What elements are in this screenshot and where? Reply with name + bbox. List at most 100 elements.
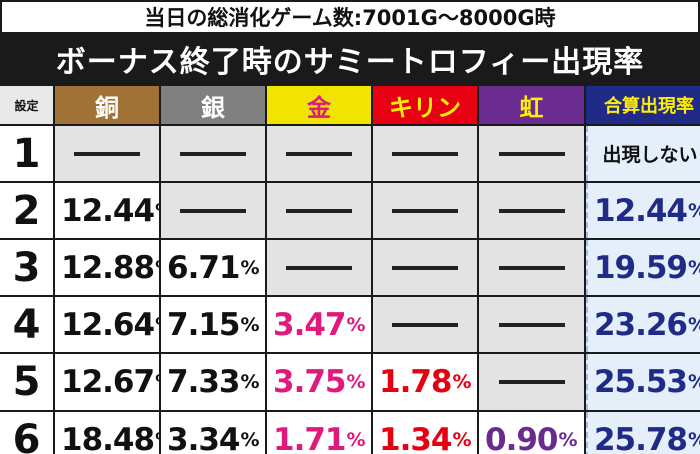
dash-line <box>498 265 565 270</box>
percent-unit: % <box>558 429 578 451</box>
percent-unit: % <box>155 200 159 222</box>
setting-label: 1 <box>0 126 53 181</box>
dash-line <box>74 151 140 156</box>
dash-line <box>392 265 458 270</box>
percent-unit: % <box>155 429 159 451</box>
kirin-empty-dash <box>373 126 477 181</box>
rainbow-empty-dash <box>479 297 584 352</box>
dash-line <box>392 151 458 156</box>
total-rate-cell: 23.26% <box>586 297 700 352</box>
copper-rate-cell: 12.44% <box>55 183 159 238</box>
silver-rate-cell: 7.15% <box>161 297 265 352</box>
percent-unit: % <box>155 257 159 279</box>
gold-rate-value: 3.75 <box>273 364 346 400</box>
dash-line <box>498 380 565 384</box>
silver-empty-dash <box>161 126 265 181</box>
silver-rate-cell: 6.71% <box>161 240 265 295</box>
column-header-silver: 銀 <box>161 86 265 124</box>
kirin-empty-dash <box>373 183 477 238</box>
gold-rate-cell: 3.75% <box>267 354 371 410</box>
setting-label: 4 <box>0 297 53 352</box>
dash-line <box>286 265 352 270</box>
silver-rate-cell: 7.33% <box>161 354 265 410</box>
percent-unit: % <box>346 429 366 451</box>
rainbow-empty-dash <box>479 126 584 181</box>
gold-empty-dash <box>267 183 371 238</box>
copper-rate-value: 12.88 <box>61 249 155 286</box>
page-title: ボーナス終了時のサミートロフィー出現率 <box>0 34 700 84</box>
column-header-copper: 銅 <box>55 86 159 124</box>
percent-unit: % <box>240 313 260 336</box>
percent-unit: % <box>346 371 366 393</box>
gold-rate-value: 3.47 <box>273 306 346 343</box>
copper-rate-cell: 12.64% <box>55 297 159 352</box>
copper-rate-cell: 12.88% <box>55 240 159 295</box>
silver-rate-value: 7.15 <box>167 306 240 343</box>
silver-rate-value: 3.34 <box>167 422 240 454</box>
percent-unit: % <box>688 200 700 222</box>
setting-label: 5 <box>0 354 53 410</box>
rainbow-empty-dash <box>479 183 584 238</box>
dash-line <box>498 322 565 327</box>
total-rate-value: 19.59 <box>593 249 688 286</box>
percent-unit: % <box>688 429 700 451</box>
kirin-rate-cell: 1.34% <box>373 412 477 454</box>
copper-rate-value: 12.44 <box>61 192 155 229</box>
percent-unit: % <box>240 371 260 393</box>
setting-label: 2 <box>0 183 53 238</box>
column-header-rainbow: 虹 <box>479 86 584 124</box>
percent-unit: % <box>240 256 260 279</box>
kirin-rate-value: 1.34 <box>379 422 452 454</box>
kirin-rate-value: 1.78 <box>379 364 452 400</box>
gold-rate-cell: 3.47% <box>267 297 371 352</box>
total-rate-value: 25.53 <box>593 364 688 400</box>
total-rate-cell: 12.44% <box>586 183 700 238</box>
percent-unit: % <box>452 371 472 393</box>
percent-unit: % <box>346 313 366 336</box>
copper-rate-cell: 18.48% <box>55 412 159 454</box>
silver-empty-dash <box>161 183 265 238</box>
column-header-gold: 金 <box>267 86 371 124</box>
total-rate-value: 25.78 <box>593 422 688 454</box>
dash-line <box>392 322 458 327</box>
total-rate-value: 23.26 <box>593 306 688 343</box>
percent-unit: % <box>155 314 159 336</box>
rate-grid: 設定 銅 銀 金 キリン 虹 合算出現率 1出現しない212.44%12.44%… <box>0 84 700 454</box>
percent-unit: % <box>688 257 700 279</box>
rainbow-empty-dash <box>479 354 584 410</box>
total-rate-cell: 出現しない <box>586 126 700 181</box>
silver-rate-value: 6.71 <box>167 249 240 286</box>
dash-line <box>180 208 246 213</box>
copper-rate-value: 12.64 <box>61 306 155 343</box>
gold-empty-dash <box>267 240 371 295</box>
total-rate-cell: 25.78% <box>586 412 700 454</box>
setting-label: 6 <box>0 412 53 454</box>
column-header-kirin: キリン <box>373 86 477 124</box>
percent-unit: % <box>688 371 700 393</box>
rainbow-empty-dash <box>479 240 584 295</box>
dash-line <box>286 208 352 213</box>
gold-rate-value: 1.71 <box>273 422 346 454</box>
dash-line <box>180 151 246 156</box>
percent-unit: % <box>688 314 700 336</box>
kirin-empty-dash <box>373 240 477 295</box>
silver-rate-value: 7.33 <box>167 364 240 400</box>
kirin-rate-cell: 1.78% <box>373 354 477 410</box>
dash-line <box>498 208 565 213</box>
column-header-setting: 設定 <box>0 86 53 124</box>
copper-rate-value: 18.48 <box>61 422 155 454</box>
total-rate-cell: 25.53% <box>586 354 700 410</box>
total-rate-value: 12.44 <box>593 192 688 229</box>
kirin-empty-dash <box>373 297 477 352</box>
dash-line <box>286 151 352 156</box>
total-rate-cell: 19.59% <box>586 240 700 295</box>
gold-empty-dash <box>267 126 371 181</box>
percent-unit: % <box>240 429 260 451</box>
dash-line <box>392 208 458 213</box>
rainbow-rate-cell: 0.90% <box>479 412 584 454</box>
copper-rate-value: 12.67 <box>61 364 155 400</box>
game-count-subtitle: 当日の総消化ゲーム数:7001G～8000G時 <box>0 0 700 34</box>
gold-rate-cell: 1.71% <box>267 412 371 454</box>
rainbow-rate-value: 0.90 <box>485 422 558 454</box>
